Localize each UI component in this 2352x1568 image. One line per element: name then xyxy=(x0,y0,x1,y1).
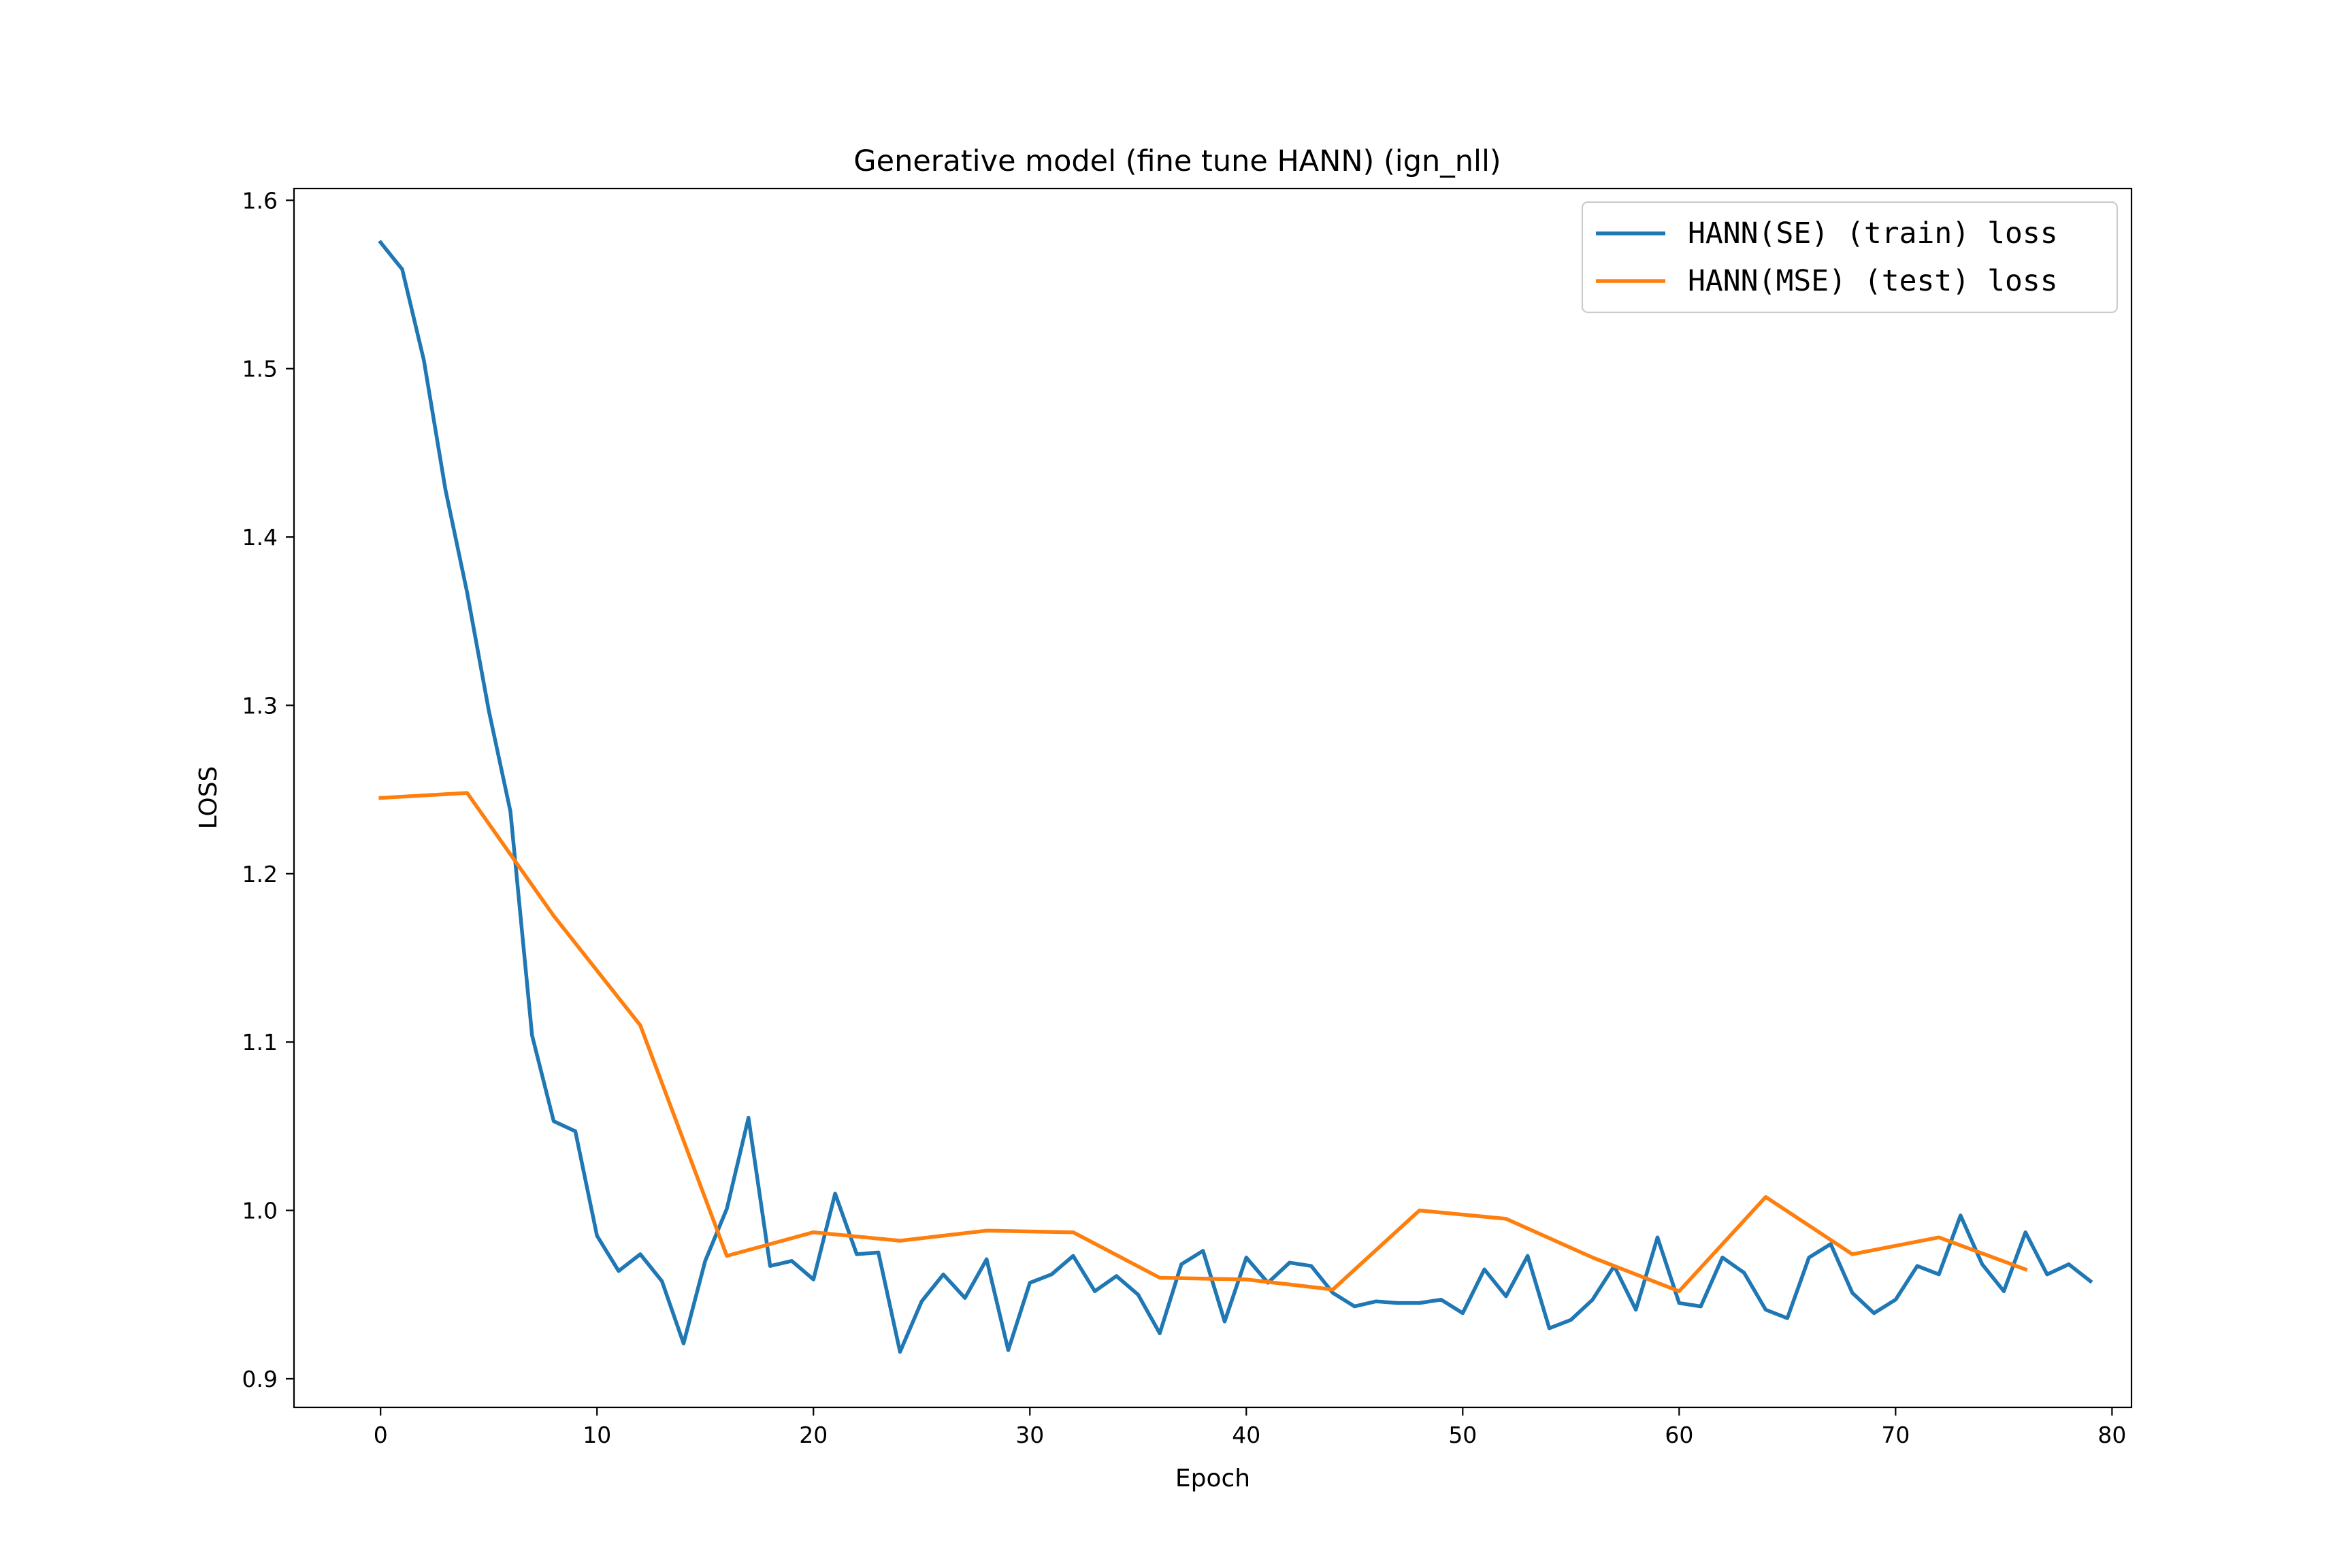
x-tick-label: 30 xyxy=(1015,1422,1044,1448)
y-tick-label: 1.2 xyxy=(242,861,278,887)
series-layer xyxy=(378,240,2093,1354)
x-tick-label: 40 xyxy=(1232,1422,1260,1448)
x-tick-label: 0 xyxy=(374,1422,388,1448)
plot-area xyxy=(293,187,2133,1409)
x-tick-label: 70 xyxy=(1881,1422,1910,1448)
y-axis-label: LOSS xyxy=(195,766,223,830)
y-tick-label: 1.1 xyxy=(242,1029,278,1056)
x-tick-label: 80 xyxy=(2097,1422,2126,1448)
x-axis-label: Epoch xyxy=(1175,1465,1250,1492)
legend-box xyxy=(1581,201,2119,314)
y-axis: 0.9 1.0 1.1 1.2 1.3 1.4 1.5 1.6 xyxy=(242,187,294,1392)
y-tick-label: 1.6 xyxy=(242,187,278,214)
y-tick-label: 1.5 xyxy=(242,356,278,382)
legend-label-test: HANN(MSE) (test) loss xyxy=(1688,264,2058,298)
series-line-test xyxy=(378,791,2028,1294)
x-tick-label: 10 xyxy=(583,1422,611,1448)
y-tick-label: 0.9 xyxy=(242,1366,278,1392)
chart-title: Generative model (fine tune HANN) (ign_n… xyxy=(853,144,1501,178)
y-tick-label: 1.0 xyxy=(242,1198,278,1224)
series-line-train xyxy=(378,240,2093,1354)
legend: HANN(SE) (train) loss HANN(MSE) (test) l… xyxy=(1581,201,2119,314)
x-tick-label: 20 xyxy=(799,1422,828,1448)
x-tick-label: 50 xyxy=(1448,1422,1477,1448)
x-axis: 0 10 20 30 40 50 60 70 80 xyxy=(374,1407,2126,1448)
plot-frame xyxy=(293,187,2133,1409)
y-tick-label: 1.4 xyxy=(242,524,278,551)
x-tick-label: 60 xyxy=(1665,1422,1693,1448)
legend-label-train: HANN(SE) (train) loss xyxy=(1688,216,2058,250)
y-tick-label: 1.3 xyxy=(242,692,278,719)
